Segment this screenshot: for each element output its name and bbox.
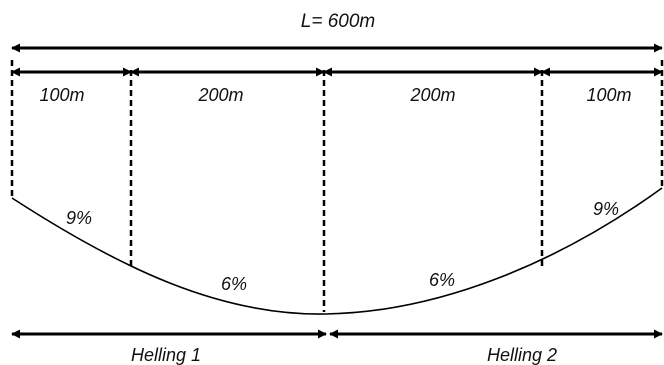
slope-2-label: Helling 2: [487, 345, 557, 365]
vertical-curve: [11, 187, 663, 315]
total-length-label: L= 600m: [301, 11, 375, 32]
section-divider-lines: [10, 60, 664, 312]
grade-label-3: 6%: [429, 270, 455, 290]
grade-label-4: 9%: [593, 199, 619, 219]
grade-label-1: 9%: [66, 208, 92, 228]
segment-2-label: 200m: [197, 85, 243, 105]
grade-label-2: 6%: [221, 274, 247, 294]
slope-1-label: Helling 1: [131, 345, 201, 365]
segment-4-label: 100m: [586, 85, 631, 105]
segment-3-label: 200m: [409, 85, 455, 105]
segment-1-label: 100m: [39, 85, 84, 105]
